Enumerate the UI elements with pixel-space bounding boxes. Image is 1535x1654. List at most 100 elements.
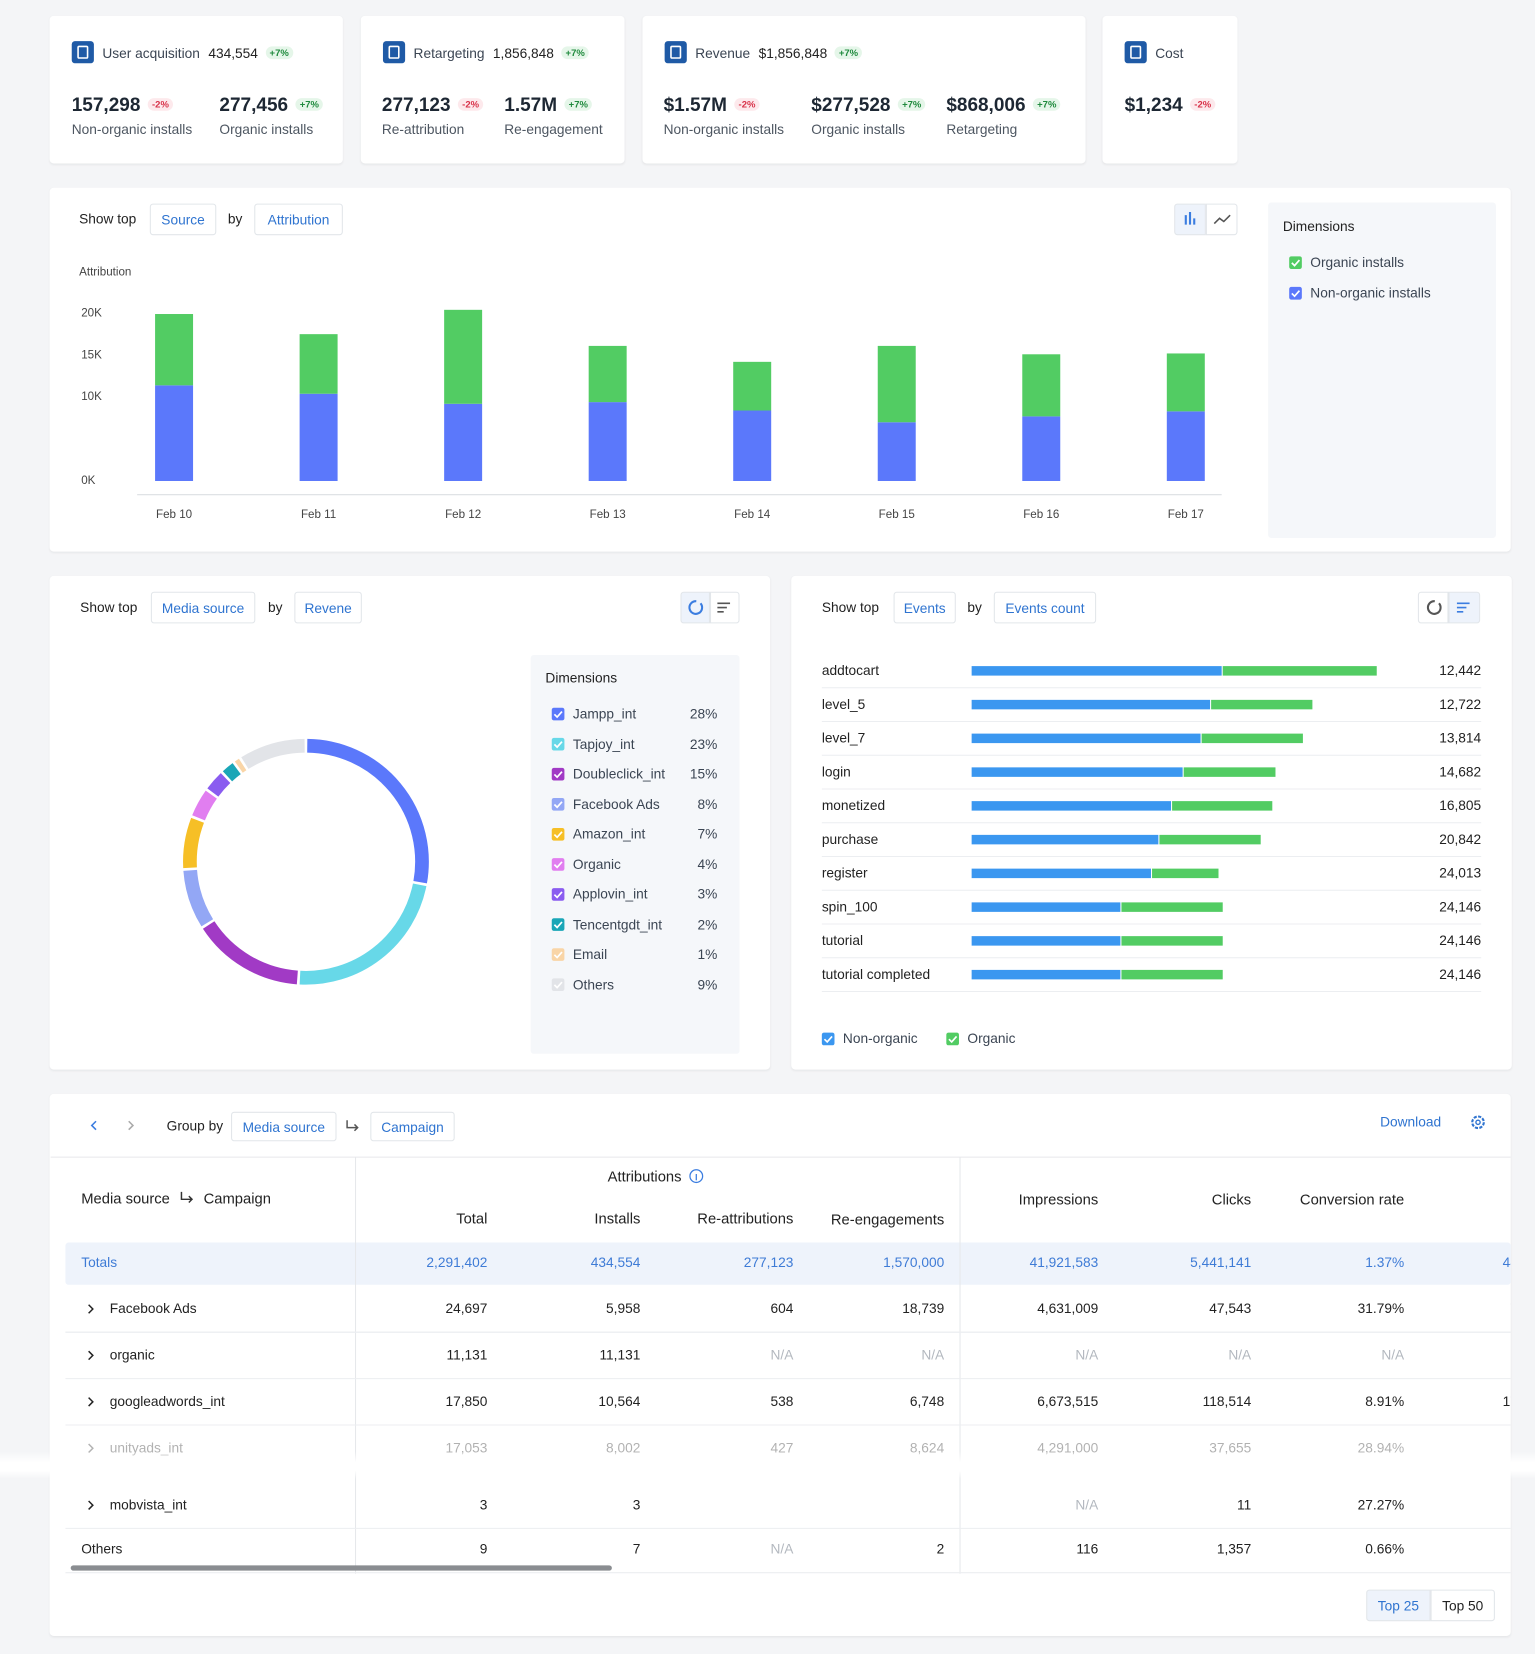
kpi-icon-glyph	[388, 45, 400, 59]
x-tick-label: Feb 16	[1023, 508, 1060, 522]
checkbox	[551, 737, 565, 751]
by-label: by	[967, 599, 982, 615]
change-badge: +7%	[295, 98, 324, 111]
bar-segment	[1121, 969, 1223, 980]
checkbox	[551, 948, 565, 961]
kpi-value: $277,528	[811, 93, 891, 115]
group-level-selector[interactable]: Media source	[231, 1111, 337, 1142]
bar-segment	[1211, 699, 1313, 710]
table-cell: 18,739	[902, 1300, 945, 1317]
checkbox	[551, 707, 565, 721]
pagination-button[interactable]: Top 25	[1366, 1589, 1431, 1622]
table-cell: 604	[770, 1300, 794, 1317]
nav-forward-icon	[128, 1120, 135, 1131]
metric-selector[interactable]: Revene	[294, 591, 362, 624]
x-tick-label: Feb 13	[589, 508, 626, 522]
settings-icon	[1471, 1115, 1485, 1130]
legend-label: Email	[572, 946, 608, 962]
kpi-metric-row: $1.57M -2%	[664, 93, 760, 116]
kpi-label: Retargeting	[946, 121, 1018, 138]
y-axis-label: Attribution	[79, 265, 132, 279]
x-tick-label: Feb 10	[156, 508, 193, 522]
refresh-button[interactable]	[680, 591, 711, 624]
row-label: Facebook Ads	[109, 1300, 197, 1317]
row-label: Others	[81, 1541, 123, 1557]
refresh-button[interactable]	[1417, 591, 1449, 624]
show-top-label: Show top	[79, 210, 137, 227]
bar-segment	[299, 393, 338, 481]
bar-segment	[1159, 834, 1261, 845]
table-cell: 8.91%	[1365, 1393, 1405, 1410]
kpi-icon	[71, 41, 94, 64]
column-header: Media source	[81, 1189, 170, 1207]
metric-selector[interactable]: Attribution	[254, 203, 343, 236]
kpi-total: 1,856,848	[492, 44, 554, 61]
y-tick-label: 20K	[81, 306, 102, 320]
kpi-metric-row: $277,528 +7%	[811, 93, 926, 116]
pagination-button[interactable]: Top 50	[1430, 1589, 1495, 1622]
kpi-metric-row: 1.57M +7%	[504, 93, 593, 116]
by-label: by	[227, 210, 243, 227]
kpi-value: 277,456	[219, 93, 289, 115]
column-header: Clicks	[1211, 1190, 1252, 1208]
column-header: Re-engagements	[830, 1210, 945, 1228]
change-badge: +7%	[265, 46, 294, 60]
legend-value: 28%	[689, 705, 718, 722]
bar-segment	[299, 334, 338, 394]
kpi-title: User acquisition	[102, 44, 200, 61]
category-label: spin_100	[821, 898, 878, 915]
category-label: tutorial	[821, 932, 864, 949]
bar-segment	[877, 345, 916, 423]
table-cell: N/A	[770, 1346, 794, 1363]
check-mark	[823, 1035, 833, 1044]
kpi-label: Non-organic installs	[71, 121, 193, 138]
dimension-selector[interactable]: Media source	[150, 591, 256, 624]
dimension-selector[interactable]: Events	[893, 591, 956, 624]
column-header: Campaign	[203, 1189, 271, 1207]
checkbox	[551, 858, 565, 871]
bar-segment	[733, 361, 772, 411]
row-label: googleadwords_int	[109, 1393, 225, 1410]
dimension-selector[interactable]: Source	[149, 203, 217, 236]
table-cell: 41,921,583	[1029, 1254, 1099, 1270]
kpi-title-row: Retargeting 1,856,848 +7%	[414, 42, 590, 63]
table-cell: N/A	[921, 1346, 945, 1363]
kpi-value: 277,123	[381, 93, 451, 115]
horizontal-scrollbar[interactable]	[70, 1565, 612, 1571]
table-cell: 434,554	[590, 1254, 641, 1270]
download-button[interactable]: Download	[1380, 1113, 1442, 1130]
table-cell: 277,123	[743, 1254, 794, 1270]
metric-selector[interactable]: Events count	[993, 591, 1097, 624]
kpi-icon	[382, 41, 406, 64]
table-cell: 1.37%	[1365, 1254, 1405, 1270]
category-label: level_7	[821, 729, 866, 746]
check-mark	[553, 771, 563, 779]
sort-button[interactable]	[1448, 591, 1481, 624]
bar-segment	[1172, 801, 1273, 811]
donut-segment	[299, 883, 427, 985]
table-cell: 1,357	[1216, 1541, 1252, 1557]
legend-label: Organic	[967, 1030, 1016, 1047]
check-mark	[553, 861, 563, 869]
expand-chevron	[88, 1397, 94, 1407]
check-mark	[553, 921, 563, 929]
checkbox	[551, 767, 565, 781]
kpi-icon-glyph	[1130, 45, 1142, 59]
legend-label: Jampp_int	[572, 705, 637, 722]
bar-segment	[971, 902, 1121, 912]
donut-segment	[241, 738, 305, 770]
group-level-selector[interactable]: Campaign	[370, 1111, 455, 1142]
change-badge: +7%	[561, 46, 590, 60]
table-cell: 116	[1076, 1541, 1099, 1557]
checkbox	[551, 918, 565, 931]
bar-segment	[444, 309, 483, 404]
change-badge: -2%	[457, 98, 484, 111]
kpi-card	[642, 15, 1086, 164]
line-icon	[1213, 214, 1231, 225]
bar-chart-panel	[49, 187, 1511, 552]
nav-back-icon	[90, 1120, 97, 1131]
expand-chevron	[88, 1500, 94, 1510]
category-label: level_5	[821, 696, 866, 712]
